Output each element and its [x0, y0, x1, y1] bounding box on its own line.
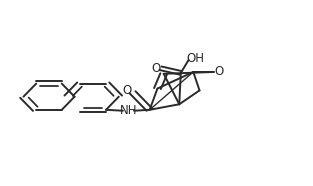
Text: O: O [122, 84, 131, 97]
Text: O: O [214, 65, 223, 78]
Text: O: O [151, 62, 161, 75]
Text: NH: NH [120, 104, 137, 117]
Text: OH: OH [187, 52, 204, 65]
